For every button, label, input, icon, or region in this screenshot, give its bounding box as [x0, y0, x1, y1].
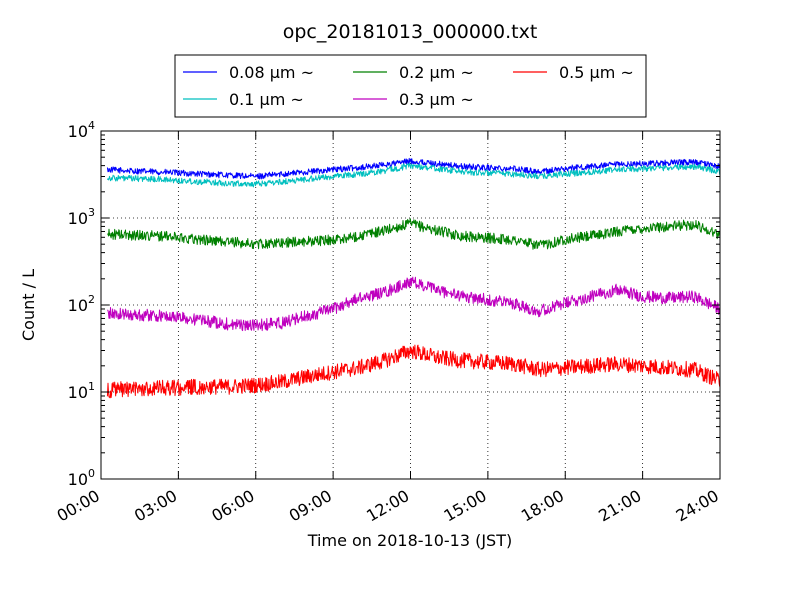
legend-label: 0.08 μm ~: [229, 63, 314, 82]
legend-label: 0.5 μm ~: [559, 63, 634, 82]
x-axis-label: Time on 2018-10-13 (JST): [307, 531, 512, 550]
legend: 0.08 μm ~ 0.1 μm ~ 0.2 μm ~ 0.3 μm ~ 0.5 μm …: [174, 54, 647, 118]
y-tick-labels: 100 101 102 103 104: [68, 119, 95, 489]
series-lines: [106, 157, 721, 399]
series-line: [107, 218, 721, 250]
series-line: [106, 157, 721, 180]
legend-label: 0.1 μm ~: [229, 90, 304, 109]
series-line: [106, 344, 721, 399]
y-tick-label: 102: [68, 293, 95, 315]
series-line: [106, 162, 721, 188]
legend-box: [174, 54, 647, 118]
y-tick-label: 103: [68, 206, 95, 228]
legend-label: 0.2 μm ~: [399, 63, 474, 82]
y-axis-label: Count / L: [19, 269, 38, 341]
chart-title: opc_20181013_000000.txt: [283, 21, 538, 43]
y-tick-label: 104: [68, 119, 95, 141]
legend-label: 0.3 μm ~: [399, 90, 474, 109]
y-tick-label: 100: [68, 467, 95, 489]
series-line: [107, 276, 721, 332]
y-tick-label: 101: [68, 380, 95, 402]
ticks: [100, 130, 721, 480]
